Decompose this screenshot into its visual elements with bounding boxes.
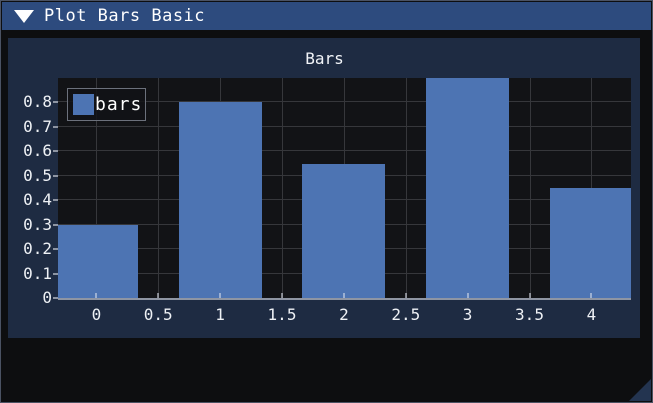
y-tick-label: 0 <box>42 288 52 307</box>
y-tick-label: 0.2 <box>23 239 52 259</box>
y-tick-mark <box>53 150 58 153</box>
window-titlebar[interactable]: Plot Bars Basic <box>2 2 651 30</box>
collapse-triangle-icon[interactable] <box>14 9 34 23</box>
plot-panel: Bars 0 0.1 0.2 0.3 0.4 0.5 0.6 0.7 0.8 bars 0 0.5… <box>8 38 640 338</box>
resize-grip[interactable] <box>629 379 651 401</box>
x-tick-label: 2 <box>339 305 349 324</box>
x-tick-mark <box>528 293 531 298</box>
gridline-x <box>96 78 98 298</box>
y-tick-label: 0.3 <box>23 214 52 234</box>
x-tick-mark <box>157 293 160 298</box>
bar <box>549 188 631 298</box>
legend-label: bars <box>95 94 143 115</box>
y-tick-label: 0.8 <box>23 92 52 112</box>
y-tick-label: 0.1 <box>23 263 52 283</box>
y-tick-mark <box>53 297 58 299</box>
x-tick-label: 2.5 <box>391 305 421 324</box>
bar <box>178 102 262 298</box>
y-tick-mark <box>53 199 58 202</box>
y-tick-label: 0.5 <box>23 165 52 185</box>
y-tick-label: 0.4 <box>23 190 52 210</box>
y-tick-mark <box>53 101 58 104</box>
x-tick-mark <box>281 293 283 298</box>
x-tick-label: 4 <box>586 305 597 324</box>
x-tick-label: 3.5 <box>515 305 544 324</box>
y-tick-mark <box>53 272 58 275</box>
x-axis-line <box>58 298 631 300</box>
x-tick-label: 1 <box>215 305 225 324</box>
x-tick-label: 0.5 <box>143 305 173 324</box>
y-tick-mark <box>53 125 58 128</box>
y-tick-mark <box>53 174 58 177</box>
y-tick-mark <box>53 248 58 251</box>
x-tick-mark <box>95 293 98 298</box>
x-tick-label: 3 <box>462 305 473 324</box>
x-tick-label: 1.5 <box>267 305 297 324</box>
y-tick-mark <box>53 223 58 226</box>
x-tick-mark <box>466 293 469 298</box>
gridline-x <box>529 78 531 298</box>
x-tick-mark <box>590 293 593 298</box>
legend-swatch-bars <box>73 94 94 115</box>
chart-title: Bars <box>305 49 344 68</box>
x-tick-mark <box>404 293 407 298</box>
plot-area[interactable]: bars <box>58 78 631 298</box>
x-tick-label: 0 <box>91 305 102 324</box>
window-title: Plot Bars Basic <box>44 6 206 26</box>
x-tick-mark <box>342 293 345 298</box>
gridline-x <box>405 78 407 298</box>
gridline-x <box>282 78 283 298</box>
y-tick-label: 0.7 <box>23 116 52 136</box>
chart-legend[interactable]: bars <box>67 88 146 121</box>
gridline-x <box>158 78 160 298</box>
bar <box>426 78 510 298</box>
y-tick-label: 0.6 <box>23 141 52 161</box>
bar <box>302 163 386 298</box>
x-tick-mark <box>219 293 222 298</box>
bar <box>58 224 138 298</box>
